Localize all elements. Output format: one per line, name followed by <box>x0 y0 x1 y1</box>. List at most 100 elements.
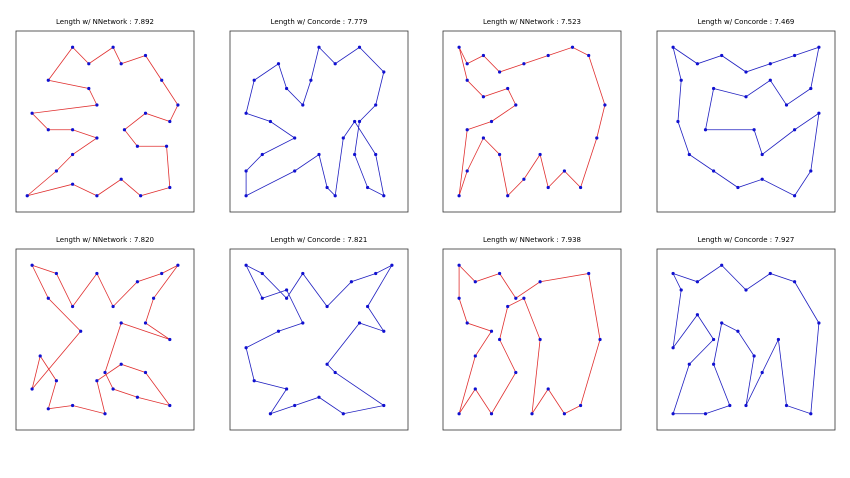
city-point <box>579 403 583 408</box>
city-point <box>301 321 305 325</box>
tour-path <box>26 46 179 197</box>
city-point <box>457 45 461 49</box>
plot-frame <box>442 248 622 431</box>
city-point <box>768 78 772 82</box>
city-point <box>357 119 362 124</box>
city-point <box>139 194 143 198</box>
plot-frame <box>229 248 409 431</box>
city-point <box>309 78 313 82</box>
city-point <box>168 185 172 190</box>
city-point <box>95 136 99 140</box>
city-point <box>489 329 494 333</box>
city-point <box>260 296 264 300</box>
city-point <box>390 263 394 267</box>
city-point <box>143 53 148 58</box>
city-point <box>382 329 386 333</box>
city-point <box>538 152 542 157</box>
city-point <box>817 111 821 115</box>
city-point <box>760 152 764 157</box>
city-point <box>276 62 281 66</box>
city-point <box>481 136 485 140</box>
plot-frame <box>15 30 195 213</box>
city-point <box>374 103 378 107</box>
city-point <box>168 403 172 408</box>
city-point <box>703 412 708 416</box>
city-point <box>353 152 357 157</box>
city-point <box>293 403 297 408</box>
city-point <box>268 412 272 416</box>
city-point <box>160 271 164 276</box>
city-point <box>514 103 518 107</box>
city-point <box>164 144 169 148</box>
city-point <box>341 412 345 416</box>
city-point <box>457 263 461 267</box>
city-point <box>546 185 550 190</box>
city-point <box>676 119 680 124</box>
city-point <box>793 53 797 58</box>
city-point <box>562 412 567 416</box>
city-point <box>252 78 256 82</box>
city-point <box>333 194 337 198</box>
city-point <box>712 86 716 91</box>
city-point <box>736 185 740 190</box>
city-point <box>489 412 494 416</box>
city-point <box>103 412 107 416</box>
city-point <box>752 128 756 132</box>
city-point <box>160 78 164 82</box>
city-point <box>687 152 691 157</box>
city-point <box>776 337 781 342</box>
city-point <box>143 321 148 325</box>
city-point <box>54 271 59 276</box>
city-point <box>46 128 50 132</box>
tour-path <box>458 264 601 415</box>
city-point <box>457 194 461 198</box>
city-point <box>506 194 510 198</box>
city-point <box>744 288 748 292</box>
city-point <box>522 177 526 181</box>
city-point <box>349 280 353 284</box>
city-point <box>366 185 370 190</box>
city-point <box>111 304 115 309</box>
city-point <box>260 271 264 276</box>
city-point <box>562 169 567 173</box>
city-point <box>671 271 675 276</box>
city-point <box>587 53 591 58</box>
city-point <box>784 403 789 408</box>
tour-path <box>245 264 393 415</box>
city-point <box>768 62 772 66</box>
tour-path <box>672 46 820 197</box>
city-point <box>465 169 469 173</box>
city-point <box>506 304 510 309</box>
plot-title: Length w/ Concorde : 7.779 <box>271 18 368 26</box>
city-point <box>71 152 75 157</box>
plot-title: Length w/ NNetwork : 7.523 <box>483 18 581 26</box>
city-point <box>587 271 591 276</box>
city-point <box>817 45 821 49</box>
city-point <box>119 177 123 181</box>
city-point <box>465 321 469 325</box>
city-point <box>374 271 378 276</box>
city-point <box>87 62 91 66</box>
city-point <box>720 321 724 325</box>
city-point <box>793 280 797 284</box>
city-point <box>522 296 526 300</box>
city-point <box>168 119 172 124</box>
city-point <box>546 53 550 58</box>
plot-frame <box>442 30 622 213</box>
city-point <box>143 370 148 375</box>
city-point <box>522 62 526 66</box>
city-point <box>695 313 700 317</box>
city-point <box>671 45 675 49</box>
city-point <box>366 304 370 309</box>
city-point <box>481 95 485 99</box>
city-point <box>325 362 329 366</box>
city-point <box>244 346 248 350</box>
city-point <box>382 403 386 408</box>
city-point <box>176 263 180 267</box>
city-point <box>695 280 700 284</box>
city-point <box>481 53 485 58</box>
city-point <box>30 387 34 391</box>
city-point <box>244 194 248 198</box>
city-point <box>498 337 502 342</box>
city-point <box>325 304 329 309</box>
